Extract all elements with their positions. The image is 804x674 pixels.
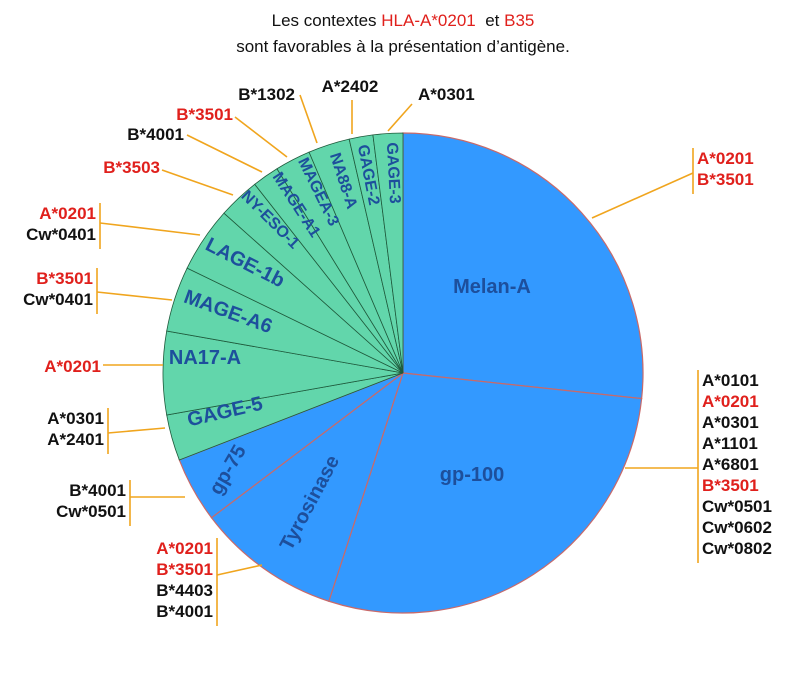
hla-allele: A*0201 [44,357,101,376]
hla-allele: B*4001 [69,481,126,500]
leader-line [216,564,263,576]
hla-allele: A*0201 [39,204,96,223]
leader-line [234,116,288,158]
hla-allele: A*2401 [47,430,104,449]
hla-allele: A*0301 [702,413,759,432]
hla-allele: B*3501 [702,476,759,495]
slice-label: NA17-A [169,347,241,369]
hla-allele: Cw*0501 [702,497,772,516]
hla-allele: A*0201 [156,539,213,558]
hla-allele: A*6801 [702,455,759,474]
slice-label: Melan-A [453,276,531,298]
slice-label: GAGE-3 [383,142,403,204]
pie-slice-tyrosinase [210,371,405,603]
title-part: et [476,11,504,30]
hla-allele: A*0301 [47,409,104,428]
hla-allele: B*4001 [156,602,213,621]
hla-allele: Cw*0602 [702,518,772,537]
hla-allele: B*4001 [127,125,184,144]
chart-title-line1: Les contextes HLA-A*0201 et B35 [272,11,535,30]
hla-allele: A*0301 [418,85,475,104]
pie-slice-gp-100 [328,372,643,614]
hla-allele: B*1302 [238,85,295,104]
pie-slice-melan-a [402,132,644,400]
pie-slice-gage-3 [372,132,404,374]
hla-allele: B*3501 [156,560,213,579]
leader-line [186,134,263,173]
hla-allele: B*3503 [103,158,160,177]
leader-line [591,172,694,219]
hla-allele: B*3501 [697,170,754,189]
leader-line [387,103,413,132]
chart-title-line2: sont favorables à la présentation d’anti… [236,37,570,56]
leader-line [96,291,173,301]
leader-line [161,169,234,196]
leader-line [299,94,318,144]
hla-allele: A*0201 [702,392,759,411]
hla-allele: Cw*0802 [702,539,772,558]
leader-line [107,427,166,434]
hla-allele: Cw*0401 [23,290,93,309]
hla-allele: A*1101 [702,434,758,453]
title-part: Les contextes [272,11,382,30]
hla-allele: B*4403 [156,581,213,600]
title-part-hla-a0201: HLA-A*0201 [381,11,476,30]
hla-allele: B*3501 [36,269,93,288]
title-part-b35: B35 [504,11,534,30]
hla-allele: A*0201 [697,149,754,168]
hla-allele: B*3501 [176,105,233,124]
hla-allele: A*0101 [702,371,759,390]
hla-allele: A*2402 [322,77,379,96]
leader-line [99,222,201,236]
hla-allele: Cw*0401 [26,225,96,244]
hla-allele: Cw*0501 [56,502,126,521]
slice-label: gp-100 [440,464,504,486]
